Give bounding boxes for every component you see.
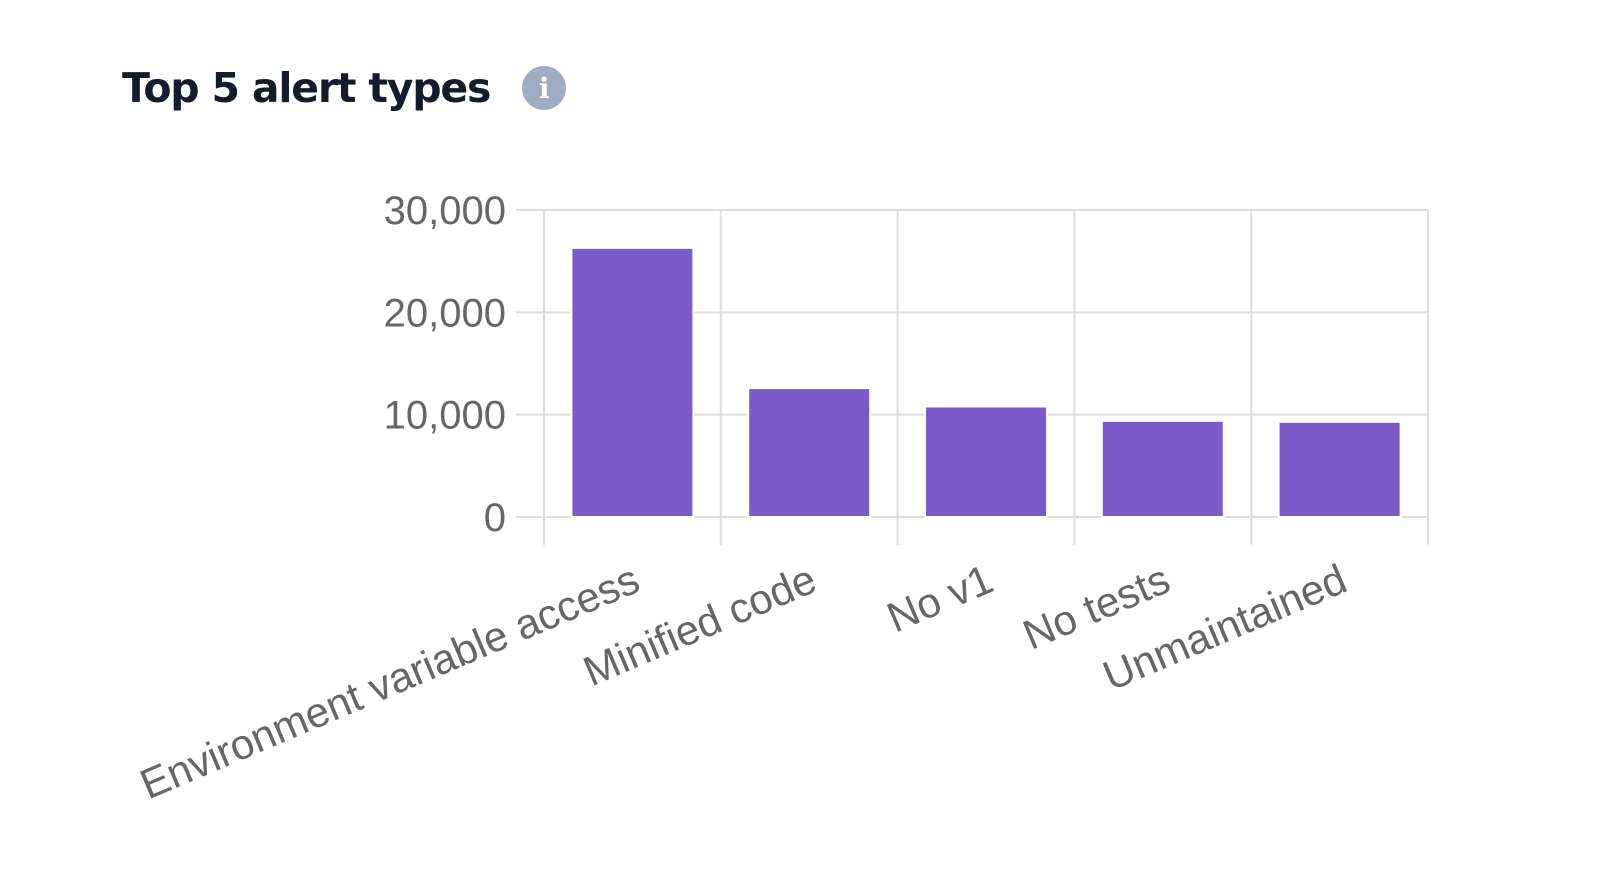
chart-bars: [570, 246, 1402, 519]
bar: [1277, 420, 1402, 518]
bar: [1100, 419, 1225, 519]
info-icon[interactable]: i: [522, 66, 567, 110]
card-header: Top 5 alert types i: [122, 58, 567, 118]
y-tick-label: 10,000: [384, 394, 506, 438]
bar: [570, 246, 695, 518]
x-category-label: No v1: [880, 555, 999, 641]
bar: [747, 387, 872, 518]
y-tick-label: 20,000: [384, 291, 506, 335]
bar: [924, 405, 1048, 519]
chart-title: Top 5 alert types: [122, 64, 491, 112]
y-axis-ticks: 0 10,000 20,000 30,000: [384, 189, 506, 540]
y-tick-label: 0: [484, 496, 506, 540]
x-category-label: Environment variable access: [133, 555, 646, 808]
y-tick-label: 30,000: [384, 189, 506, 233]
